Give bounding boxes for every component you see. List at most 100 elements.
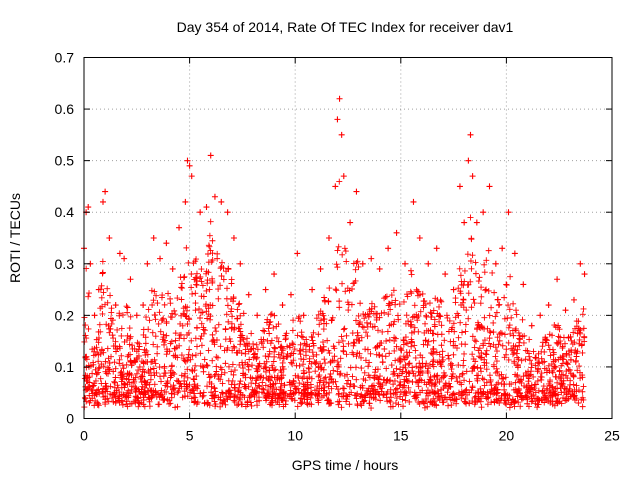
data-point xyxy=(424,387,431,394)
data-point xyxy=(384,328,391,335)
data-point xyxy=(326,350,333,357)
data-point xyxy=(554,340,561,347)
data-point xyxy=(573,353,580,360)
data-point xyxy=(95,386,102,393)
data-point xyxy=(192,290,199,297)
data-point xyxy=(146,403,153,410)
data-point xyxy=(462,321,469,328)
data-point xyxy=(412,372,419,379)
data-point xyxy=(495,296,502,303)
data-point xyxy=(229,361,236,368)
data-point xyxy=(393,365,400,372)
data-point xyxy=(128,383,135,390)
data-point xyxy=(227,338,234,345)
data-point xyxy=(152,333,159,340)
data-point xyxy=(366,400,373,407)
data-point xyxy=(230,298,237,305)
data-point xyxy=(431,372,438,379)
data-point xyxy=(412,347,419,354)
data-point xyxy=(240,370,247,377)
data-point xyxy=(355,263,362,270)
data-point xyxy=(369,382,376,389)
data-point xyxy=(213,368,220,375)
data-points xyxy=(81,95,588,412)
data-point xyxy=(221,369,228,376)
data-point xyxy=(400,403,407,410)
data-point xyxy=(301,396,308,403)
data-point xyxy=(545,342,552,349)
data-point xyxy=(411,342,418,349)
data-point xyxy=(95,365,102,372)
data-point xyxy=(546,346,553,353)
data-point xyxy=(237,321,244,328)
data-point xyxy=(125,392,132,399)
data-point xyxy=(447,362,454,369)
data-point xyxy=(581,271,588,278)
data-point xyxy=(91,312,98,319)
data-point xyxy=(218,273,225,280)
data-point xyxy=(372,344,379,351)
data-point xyxy=(466,400,473,407)
data-point xyxy=(349,373,356,380)
data-point xyxy=(280,391,287,398)
data-point xyxy=(114,326,121,333)
data-point xyxy=(304,341,311,348)
data-point xyxy=(247,399,254,406)
data-point xyxy=(396,393,403,400)
data-point xyxy=(168,363,175,370)
data-point xyxy=(290,357,297,364)
data-point xyxy=(467,214,474,221)
data-point xyxy=(562,307,569,314)
data-point xyxy=(220,397,227,404)
data-point xyxy=(218,366,225,373)
data-point xyxy=(442,372,449,379)
data-point xyxy=(124,390,131,397)
data-point xyxy=(146,370,153,377)
data-point xyxy=(416,291,423,298)
data-point xyxy=(213,353,220,360)
data-point xyxy=(123,303,130,310)
data-point xyxy=(327,371,334,378)
data-point xyxy=(300,361,307,368)
data-point xyxy=(234,315,241,322)
data-point xyxy=(336,398,343,405)
data-point xyxy=(100,349,107,356)
data-point xyxy=(518,379,525,386)
data-point xyxy=(123,398,130,405)
data-point xyxy=(367,320,374,327)
data-point xyxy=(444,389,451,396)
data-point xyxy=(169,369,176,376)
data-point xyxy=(382,294,389,301)
data-point xyxy=(189,368,196,375)
data-point xyxy=(197,209,204,216)
data-point xyxy=(326,373,333,380)
data-point xyxy=(163,351,170,358)
data-point xyxy=(393,395,400,402)
data-point xyxy=(109,332,116,339)
data-point xyxy=(321,384,328,391)
data-point xyxy=(203,287,210,294)
data-point xyxy=(255,382,262,389)
data-point xyxy=(223,346,230,353)
data-point xyxy=(207,152,214,159)
data-point xyxy=(165,290,172,297)
data-point xyxy=(354,349,361,356)
data-point xyxy=(262,363,269,370)
y-tick-label: 0 xyxy=(66,411,74,427)
data-point xyxy=(425,392,432,399)
data-point xyxy=(85,383,92,390)
data-point xyxy=(166,397,173,404)
data-point xyxy=(236,361,243,368)
data-point xyxy=(579,403,586,410)
data-point xyxy=(315,399,322,406)
data-point xyxy=(290,317,297,324)
data-point xyxy=(112,348,119,355)
data-point xyxy=(402,334,409,341)
data-point xyxy=(132,388,139,395)
data-point xyxy=(563,397,570,404)
data-point xyxy=(532,362,539,369)
data-point xyxy=(211,341,218,348)
data-point xyxy=(89,370,96,377)
data-point xyxy=(480,209,487,216)
data-point xyxy=(230,235,237,241)
